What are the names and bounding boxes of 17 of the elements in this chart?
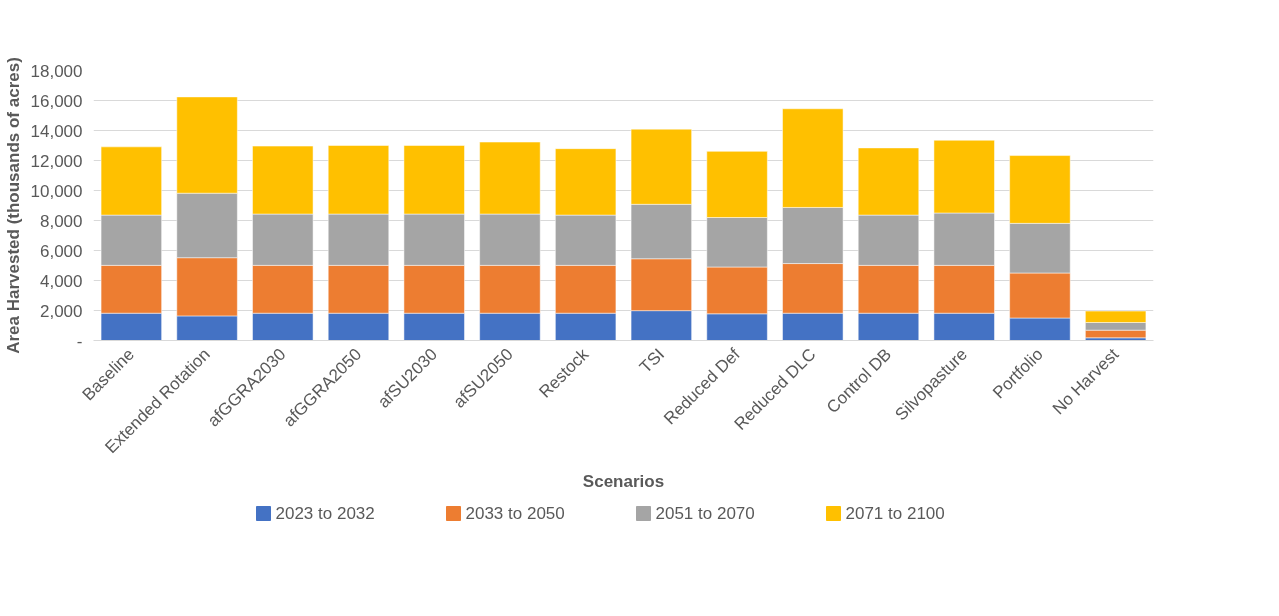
y-tick-label: 4,000 bbox=[39, 271, 83, 291]
legend-label: 2071 to 2100 bbox=[845, 504, 945, 523]
legend-label: 2051 to 2070 bbox=[655, 504, 755, 523]
y-tick-label: 12,000 bbox=[30, 151, 83, 171]
y-tick-label: 18,000 bbox=[30, 61, 83, 81]
y-tick-label: 2,000 bbox=[39, 301, 83, 321]
y-tick-label: 6,000 bbox=[39, 241, 83, 261]
y-tick-label: 8,000 bbox=[39, 211, 83, 231]
y-tick-label: 14,000 bbox=[30, 121, 83, 141]
x-tick-label: TSI bbox=[635, 344, 669, 377]
legend-label: 2023 to 2032 bbox=[275, 504, 375, 523]
y-axis-title: Area Harvested (thousands of acres) bbox=[3, 57, 23, 354]
y-tick-label: 10,000 bbox=[30, 181, 83, 201]
legend-label: 2033 to 2050 bbox=[465, 504, 565, 523]
y-tick-label: - bbox=[76, 331, 83, 351]
x-axis-title: Scenarios bbox=[582, 471, 665, 491]
y-tick-label: 16,000 bbox=[30, 91, 83, 111]
